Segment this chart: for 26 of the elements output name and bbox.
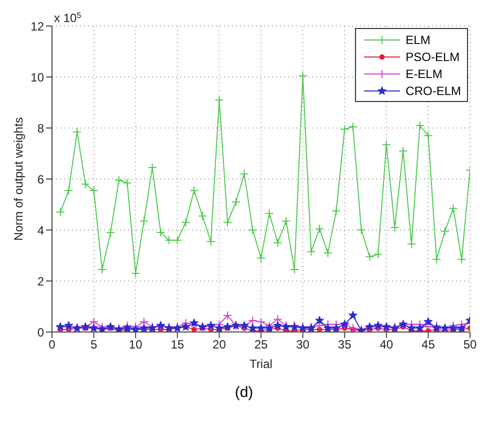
text: x 10$^{5}$ <box>54 10 82 25</box>
legend-label: ELM <box>406 32 430 46</box>
x-tick-label: 40 <box>380 338 394 352</box>
y-tick-label: 0 <box>37 325 44 340</box>
legend-label: PSO-ELM <box>406 50 460 64</box>
x-tick-label: 5 <box>90 338 98 352</box>
legend-label: CRO-ELM <box>406 84 461 98</box>
x-tick-label: 35 <box>338 338 352 352</box>
x-tick-label: 30 <box>296 338 310 352</box>
x-tick-label: 45 <box>422 338 436 352</box>
x-tick-label: 15 <box>170 338 184 352</box>
y-tick-label: 2 <box>37 274 44 288</box>
y-tick-label: 4 <box>37 223 44 238</box>
x-tick-label: 25 <box>254 338 268 352</box>
y-tick-label: 12 <box>30 19 44 34</box>
y-tick-label: 6 <box>37 172 44 186</box>
text: (d) <box>234 384 254 401</box>
y-tick-label: 10 <box>30 70 44 84</box>
legend-label: E-ELM <box>406 66 442 80</box>
x-tick-label: 20 <box>212 338 226 352</box>
x-tick-label: 0 <box>48 338 56 352</box>
y-axis-title: Norm of output weights <box>11 117 26 241</box>
x-tick-label: 50 <box>463 338 477 352</box>
y-tick-label: 8 <box>37 121 44 136</box>
x-tick-label: 10 <box>128 338 143 352</box>
x-axis-title: Trial <box>250 357 272 371</box>
